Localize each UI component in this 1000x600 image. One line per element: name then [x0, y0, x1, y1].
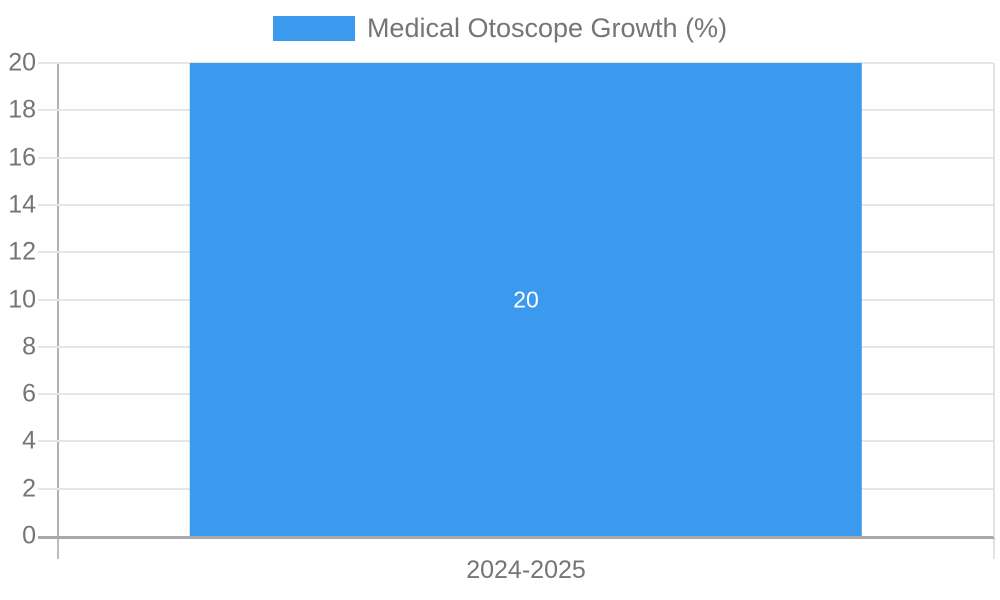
bar-value-label: 20	[513, 286, 539, 312]
y-tick-label: 12	[8, 237, 36, 266]
y-tick-label: 8	[22, 332, 36, 361]
x-axis-tick-left	[57, 539, 59, 559]
y-tick-label: 6	[22, 379, 36, 408]
y-tick-label: 10	[8, 285, 36, 313]
bar[interactable]: 20	[189, 63, 863, 536]
baseline-tick	[38, 536, 59, 539]
y-tick-label: 18	[8, 95, 36, 124]
y-tick-label: 4	[22, 426, 36, 455]
y-tick-label: 16	[8, 143, 36, 172]
x-axis-tick-right	[993, 539, 995, 559]
y-tick-label: 14	[8, 190, 36, 219]
y-tick-label: 2	[22, 474, 36, 503]
y-tick-label: 20	[8, 48, 36, 77]
legend-item[interactable]: Medical Otoscope Growth (%)	[272, 13, 728, 43]
legend-swatch-icon	[272, 16, 355, 41]
y-tick-label: 0	[22, 521, 36, 550]
x-tick-label: 2024-2025	[466, 556, 586, 584]
chart-legend: Medical Otoscope Growth (%)	[0, 15, 1000, 42]
x-axis-labels: 2024-2025	[59, 558, 993, 583]
legend-label: Medical Otoscope Growth (%)	[366, 13, 728, 43]
plot-area: 20 2024-2025 0 2 4 6 8 10 12 14 16 18 20	[8, 50, 995, 583]
bars-container: 20	[59, 63, 993, 536]
bar-slot: 20	[59, 63, 993, 536]
